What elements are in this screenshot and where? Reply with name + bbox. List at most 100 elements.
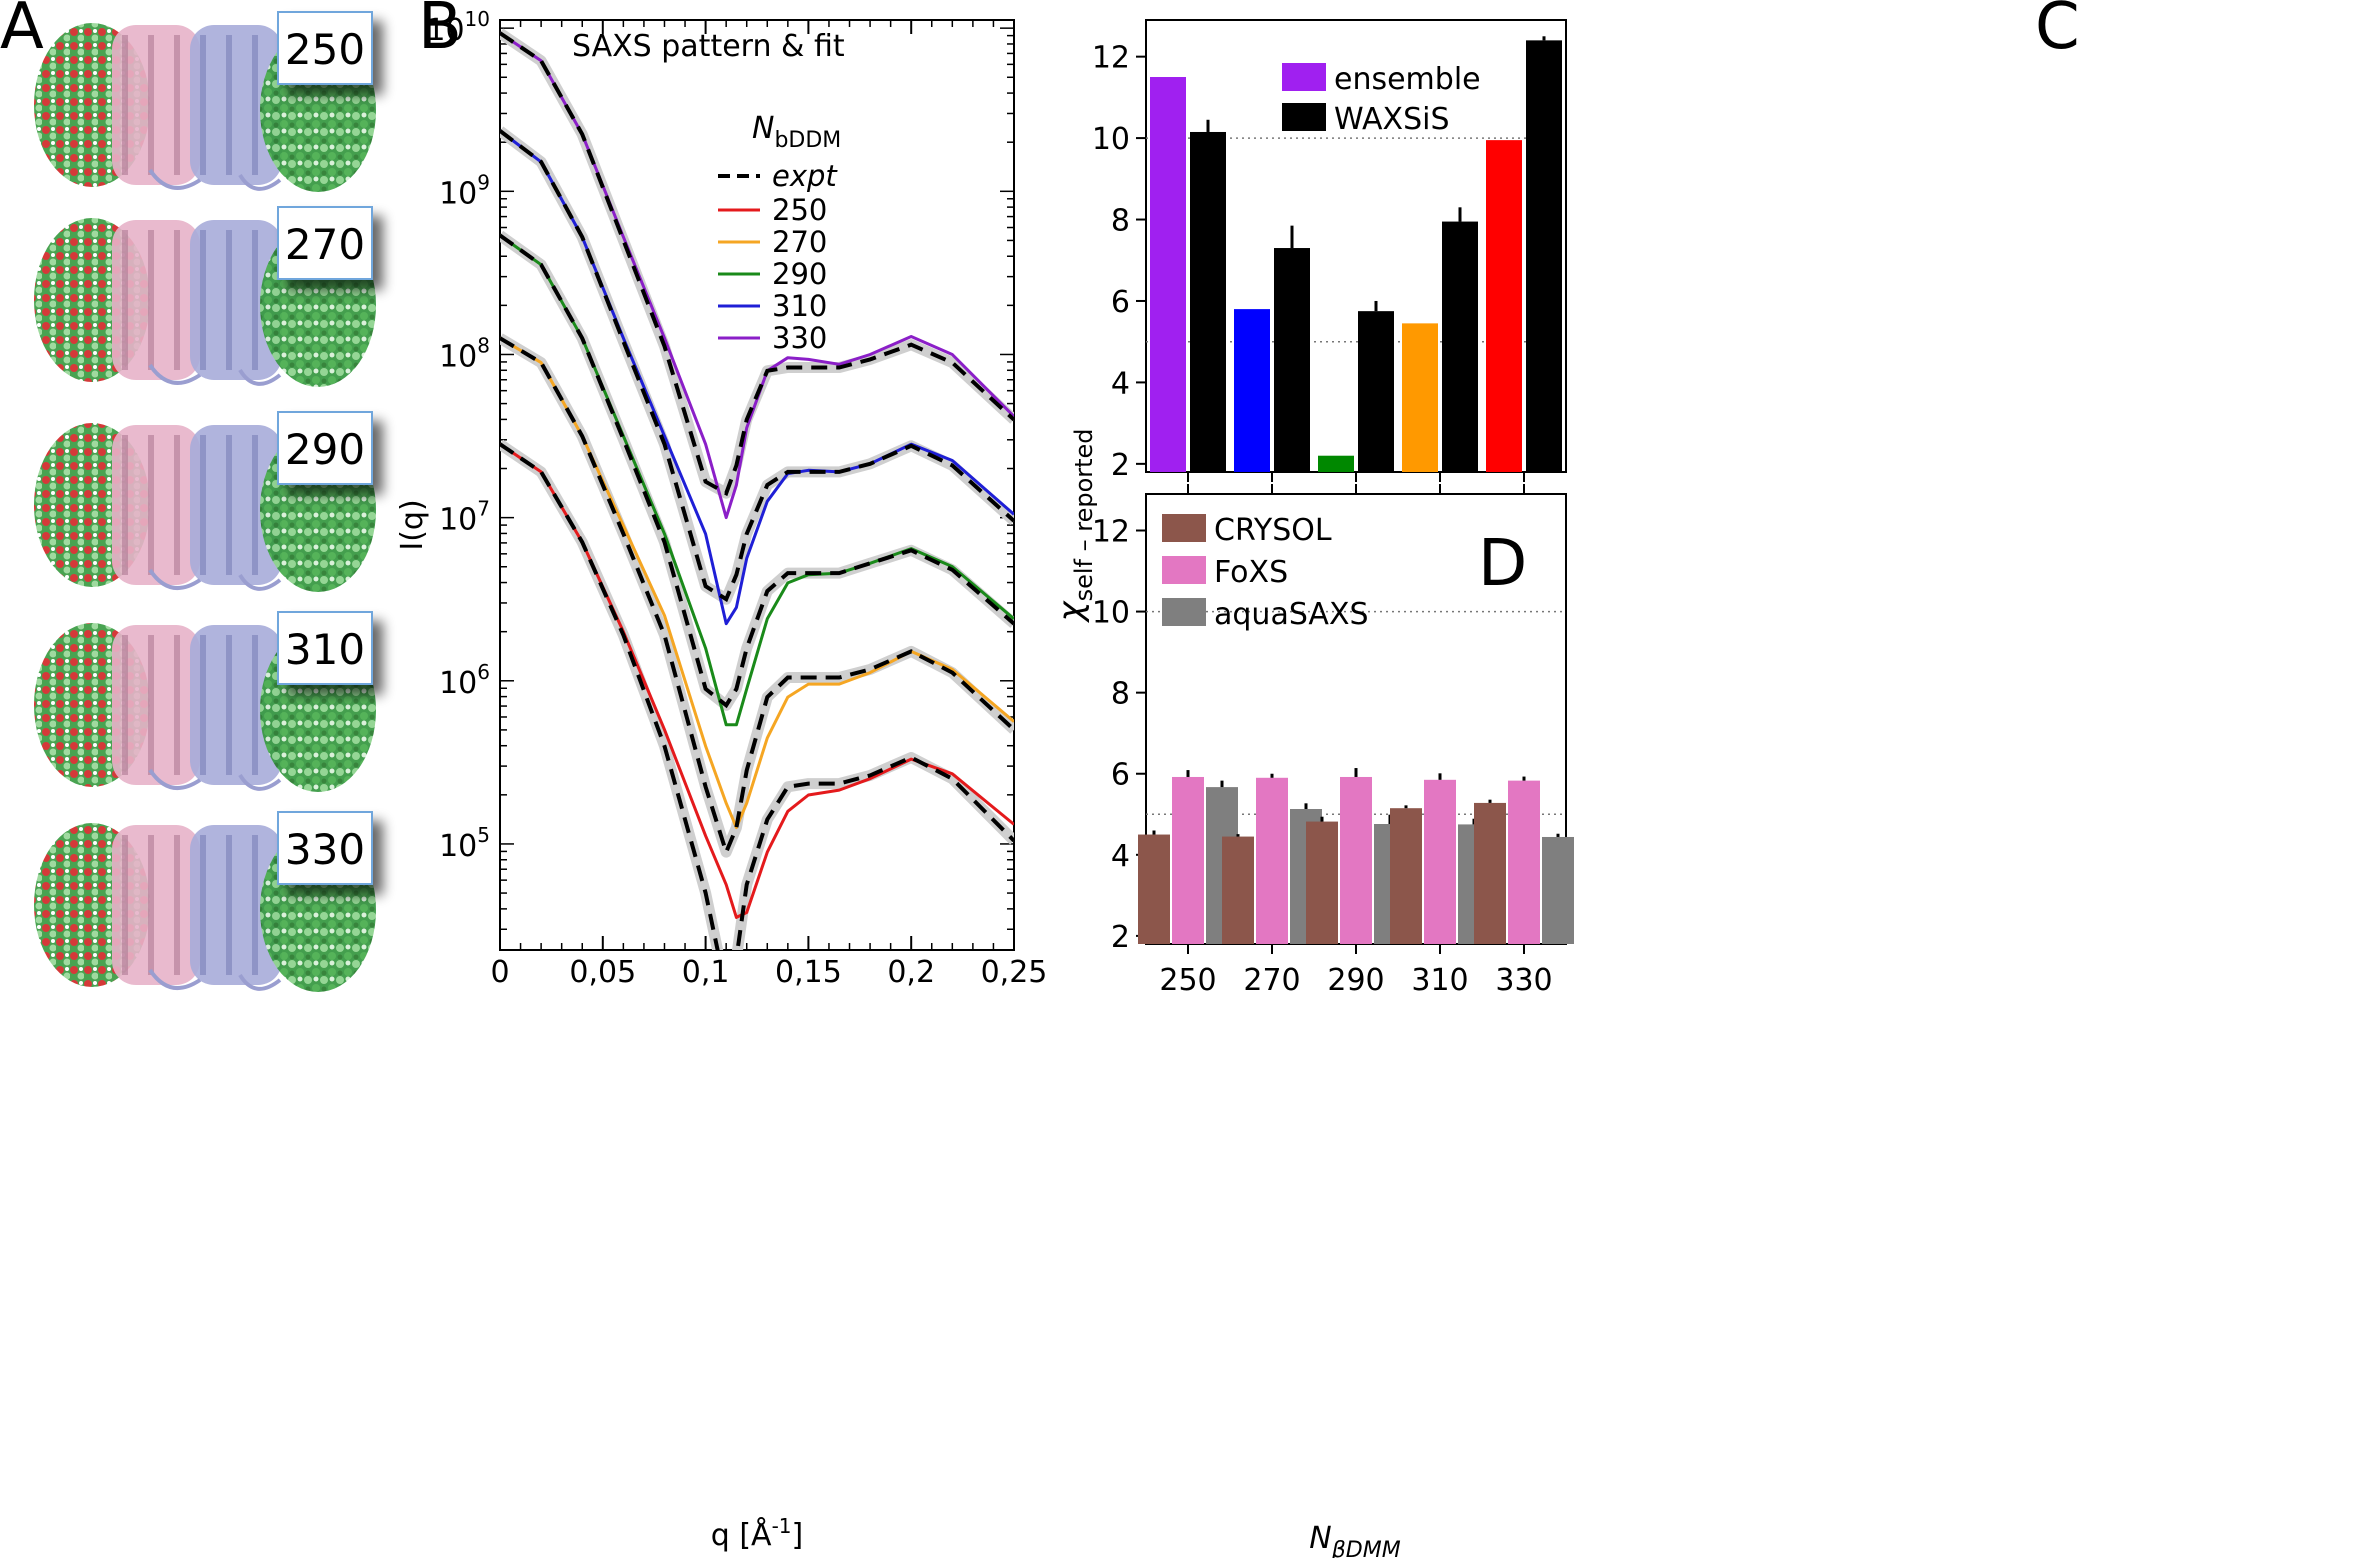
x-tick-label: 0,25 [981, 955, 1048, 990]
structure-330: 330 [34, 811, 376, 992]
y-tick-base: 10 [439, 503, 477, 538]
bar-FoXS-310 [1424, 779, 1456, 944]
y-tick-base: 10 [439, 176, 477, 211]
y-tick-label: 2 [1111, 448, 1130, 483]
protein-blue-domain [190, 625, 282, 785]
protein-blue-domain [190, 825, 282, 985]
y-tick-label: 12 [1092, 514, 1130, 549]
x-tick-label: 330 [1495, 963, 1552, 998]
structure-label-310: 310 [285, 625, 365, 674]
protein-blue-domain [190, 425, 282, 585]
label-box-bg [277, 811, 373, 885]
fit-curve-290 [500, 234, 1014, 727]
label-box-bg [277, 411, 373, 485]
panel-b-saxs-chart: SAXS pattern & fit I(q) q [Å-1] 0 0,05 0,1… [395, 7, 1047, 1553]
bar-ensemble-250 [1150, 77, 1186, 473]
structure-label-290: 290 [285, 425, 365, 474]
panel-c-content: 2 4 6 8 10 12 ensemble WAXSiS [1092, 36, 1566, 483]
legend-expt-label: expt [772, 159, 838, 193]
bar-WAXSiS-270 [1274, 248, 1310, 472]
legend-label-WAXSiS: WAXSiS [1334, 102, 1450, 137]
panel-d-content: 2 4 6 8 10 12 250 270 290 310 330 CRYSOL FoXS aquaSAX… [1092, 484, 1574, 998]
panel-letter-b: B [418, 0, 462, 64]
panel-c-bar-chart: 2 4 6 8 10 12 ensemble WAXSiS [1092, 19, 1567, 483]
legend-label-270: 270 [772, 225, 827, 259]
y-tick-label: 6 [1111, 285, 1130, 320]
structure-250: 250 [34, 11, 376, 192]
x-tick-label: 310 [1411, 963, 1468, 998]
bar-FoXS-290 [1340, 776, 1372, 944]
structure-270: 270 [34, 206, 376, 387]
label-box-270 [277, 206, 373, 280]
y-tick-exp: 6 [477, 660, 490, 684]
y-tick-label: 10 [1092, 122, 1130, 157]
legend-label-aquaSAXS: aquaSAXS [1214, 597, 1369, 632]
bar-CRYSOL-330 [1474, 802, 1506, 944]
legend-title-main: N [752, 111, 774, 146]
panel-a-structures: 250 270 290 310 330 [34, 11, 376, 992]
label-box-290 [277, 411, 373, 485]
panel-letter-d: D [1478, 527, 1527, 601]
panel-d-xlabel-sub: βDMM [1331, 1538, 1401, 1558]
loop [148, 768, 282, 791]
label-box-bg [277, 11, 373, 85]
structure-label-270: 270 [285, 220, 365, 269]
y-tick-label: 107 [439, 497, 490, 538]
bar-aquaSAXS-330 [1542, 836, 1574, 944]
fit-curve-270 [500, 336, 1014, 830]
bar-CRYSOL-270 [1222, 836, 1254, 944]
panel-b-curves [500, 28, 1014, 950]
label-box-bg [277, 611, 373, 685]
y-tick-label: 12 [1092, 41, 1130, 76]
y-tick-exp: 7 [477, 497, 490, 521]
label-box-330 [277, 811, 373, 885]
structure-label-330: 330 [285, 825, 365, 874]
loop [148, 568, 282, 591]
legend-label-290: 290 [772, 257, 827, 291]
bar-FoXS-330 [1508, 780, 1540, 944]
shared-ylabel: χself – reported [1051, 428, 1098, 623]
expt-curve-330 [500, 31, 1014, 497]
y-tick-label: 2 [1111, 920, 1130, 955]
y-tick-exp: 5 [477, 823, 490, 847]
legend-label-ensemble: ensemble [1334, 62, 1481, 97]
y-tick-exp: 10 [465, 7, 490, 31]
bar-FoXS-270 [1256, 777, 1288, 944]
structure-290: 290 [34, 411, 376, 592]
panel-b-xlabel-main: q [Å [711, 1517, 772, 1553]
fit-curve-250 [500, 442, 1014, 919]
legend-label-330: 330 [772, 321, 827, 355]
y-tick-label: 4 [1111, 839, 1130, 874]
bar-WAXSiS-290 [1358, 311, 1394, 472]
shared-ylabel-main: χ [1051, 600, 1091, 624]
loop [148, 363, 282, 386]
loop [148, 168, 282, 191]
panel-b-xlabel: q [Å-1] [711, 1514, 803, 1553]
legend-label-CRYSOL: CRYSOL [1214, 513, 1332, 548]
y-tick-label: 6 [1111, 758, 1130, 793]
bar-ensemble-310 [1402, 323, 1438, 472]
fit-curve-310 [500, 129, 1014, 626]
label-box-250 [277, 11, 373, 85]
legend-swatch-WAXSiS [1282, 103, 1326, 131]
bar-ensemble-290 [1318, 455, 1354, 472]
structure-label-250: 250 [285, 25, 365, 74]
legend-title: NbDDM [752, 111, 841, 153]
x-tick-label: 290 [1327, 963, 1384, 998]
panel-b-plot-frame [499, 19, 1015, 951]
panel-b-title: SAXS pattern & fit [572, 29, 845, 64]
y-tick-label: 4 [1111, 366, 1130, 401]
y-tick-label: 106 [439, 660, 490, 701]
panel-b-xlabel-close: ] [792, 1518, 804, 1553]
legend-label-310: 310 [772, 289, 827, 323]
panel-d-xlabel: NβDMM [1309, 1521, 1400, 1558]
bar-WAXSiS-250 [1190, 131, 1226, 472]
bar-ensemble-330 [1486, 140, 1522, 472]
y-tick-exp: 8 [477, 333, 490, 357]
structure-310: 310 [34, 611, 376, 792]
y-tick-base: 10 [439, 666, 477, 701]
legend-swatch-aquaSAXS [1162, 598, 1206, 626]
bar-WAXSiS-310 [1442, 221, 1478, 472]
legend-label-250: 250 [772, 193, 827, 227]
